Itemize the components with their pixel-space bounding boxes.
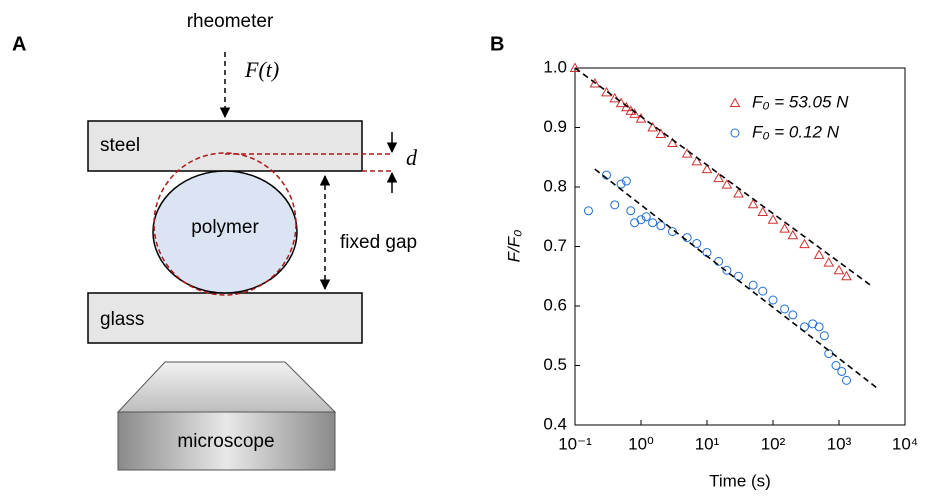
data-point [656,221,666,231]
data-point [823,257,835,267]
glass-label: glass [100,309,144,330]
panel-label: A [12,33,26,55]
data-point [819,331,829,341]
fit-line [574,67,871,286]
d-label: d [406,145,418,170]
y-tick-label: 0.6 [543,295,567,314]
data-point [714,256,724,266]
microscope-top [116,361,337,413]
data-point [788,310,798,320]
x-tick-label: 10¹ [695,434,720,453]
data-point [747,198,759,209]
data-point [722,265,732,275]
x-axis-label: Time (s) [709,471,771,490]
steel-plate [87,120,363,172]
microscope-body [117,411,336,471]
data-point [780,304,790,314]
data-point [757,206,769,216]
x-tick-label: 10⁴ [892,434,918,453]
y-tick-label: 0.4 [543,414,567,433]
polymer-label: polymer [191,217,259,238]
y-tick-label: 0.9 [543,117,567,136]
legend-marker [730,128,740,138]
data-point [733,271,743,281]
data-point [831,361,841,370]
data-point [733,188,744,198]
data-point [636,215,646,225]
data-point [768,295,778,305]
steel-label: steel [100,135,140,156]
legend-label: F₀ = 0.12 N [752,122,840,141]
x-tick-label: 10⁻¹ [558,434,592,453]
data-point [787,229,799,240]
data-point [701,163,713,174]
data-point [655,128,667,139]
y-tick-label: 1.0 [543,57,567,76]
data-point [841,270,852,281]
data-point [713,172,724,183]
data-point [615,97,627,108]
glass-plate [87,292,363,344]
plot-frame [574,67,906,426]
data-point [758,286,768,296]
panel-label: B [490,33,504,55]
data-point [692,239,702,249]
data-point [779,223,790,233]
x-tick-label: 10³ [827,434,852,453]
polymer-compressed [152,170,298,294]
y-tick-label: 0.8 [543,176,567,195]
data-point [583,206,593,216]
data-point [626,206,636,216]
data-point [647,121,658,132]
data-point [609,92,621,103]
data-point [748,280,758,290]
data-point [589,77,601,88]
data-point [833,264,845,275]
data-point [621,176,631,186]
data-point [641,212,651,222]
data-point [814,322,824,332]
data-point [610,200,620,210]
data-point [621,101,632,112]
data-point [842,375,852,385]
y-tick-label: 0.7 [543,236,567,255]
legend-label: F₀ = 53.05 N [752,92,849,111]
data-point [721,179,733,189]
rheometer-label: rheometer [187,11,274,32]
data-point [648,218,658,228]
gap-label: fixed gap [340,232,417,253]
x-tick-label: 10⁰ [628,434,654,453]
fit-line [594,168,880,390]
polymer-original [153,152,297,296]
force-label: F(t) [244,57,279,82]
data-point [616,179,626,189]
data-point [667,137,678,147]
data-point [799,238,810,249]
data-point [767,214,779,224]
y-tick-label: 0.5 [543,355,567,374]
x-tick-label: 10² [761,434,786,453]
data-point [813,249,825,259]
data-point [837,366,847,376]
y-axis-label: F/F₀ [504,230,523,263]
microscope-label: microscope [177,431,274,452]
data-point [629,108,640,118]
data-point [681,148,693,158]
data-point [691,155,703,166]
data-point [569,62,581,72]
legend-marker [729,97,741,107]
